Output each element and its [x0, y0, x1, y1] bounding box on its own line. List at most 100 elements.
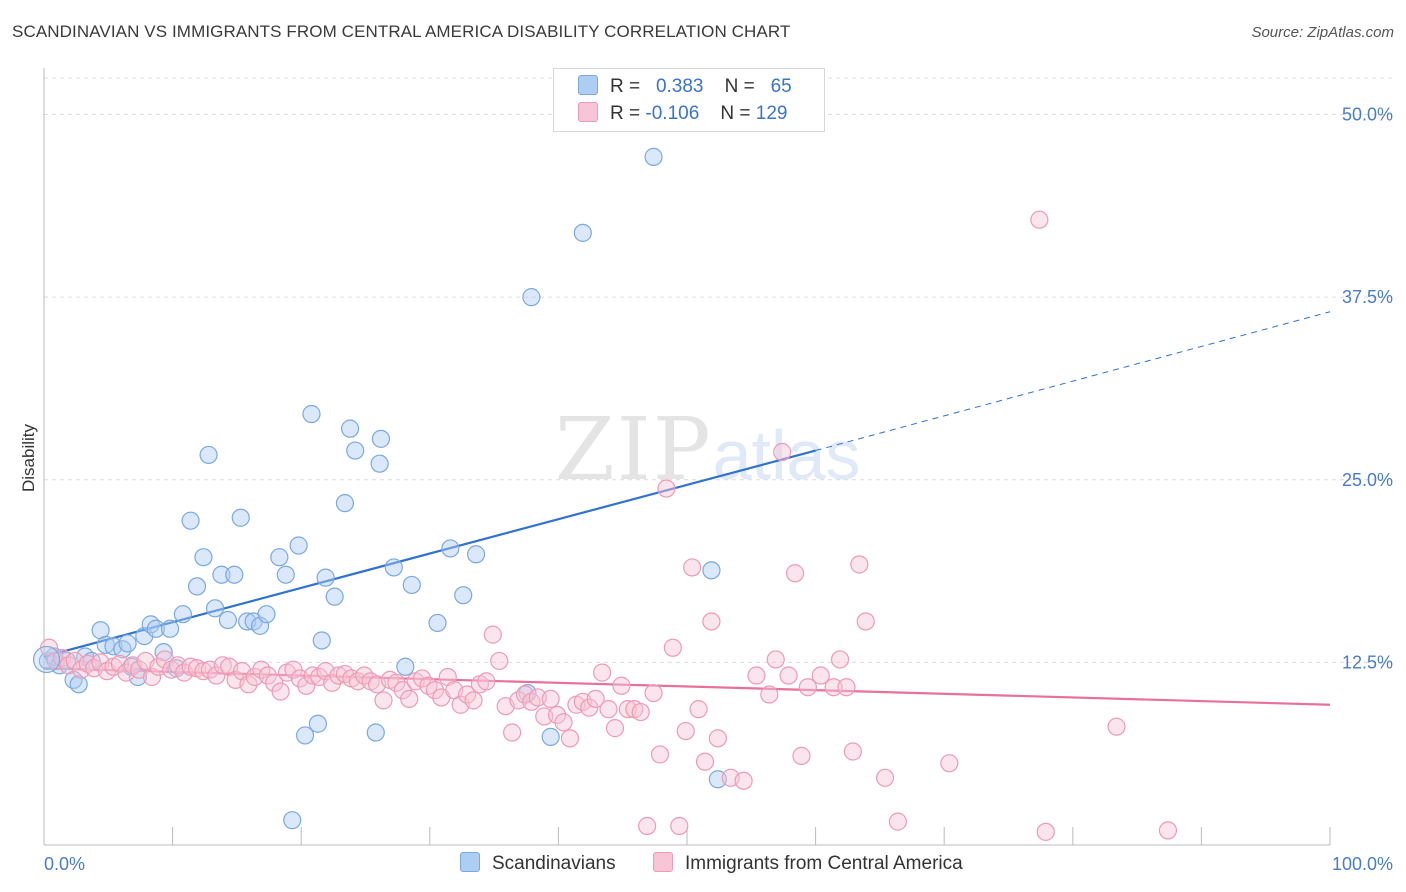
- central-america-point: [631, 702, 650, 722]
- scandinavian-point: [128, 667, 147, 687]
- scandinavian-point: [173, 605, 192, 624]
- scandinavian-point: [702, 561, 721, 580]
- series-legend: Scandinavians Immigrants from Central Am…: [0, 852, 1406, 878]
- central-america-point: [322, 673, 342, 692]
- scandinavian-point: [522, 288, 541, 307]
- central-america-point: [650, 745, 670, 764]
- axis-labels: 12.5% 25.0% 37.5% 50.0% 0.0% 100.0% Disability: [19, 105, 1393, 874]
- scandinavian-trend-extension: [815, 311, 1331, 452]
- scandinavian-point: [312, 631, 331, 650]
- central-america-point: [1107, 717, 1126, 736]
- central-america-point: [663, 638, 682, 657]
- scandinavian-point: [276, 565, 295, 584]
- x-tick-label: 0.0%: [44, 854, 85, 874]
- scandinavian-point: [160, 619, 180, 638]
- central-america-point: [785, 564, 805, 583]
- legend-r-label: R =: [610, 76, 641, 97]
- legend-row-scandinavians: R = 0.383 N = 65: [578, 75, 792, 101]
- scandinavian-point: [441, 539, 460, 558]
- central-america-point: [676, 721, 695, 741]
- scandinavian-point: [118, 634, 137, 653]
- central-america-point: [612, 676, 631, 695]
- y-tick-label: 25.0%: [1342, 470, 1393, 490]
- scandinavian-point: [194, 548, 213, 567]
- chart-title: SCANDINAVIAN VS IMMIGRANTS FROM CENTRAL …: [12, 22, 791, 41]
- axes: [43, 68, 1331, 846]
- scandinavian-trend-line: [43, 449, 816, 658]
- central-america-point: [387, 673, 406, 692]
- central-america-point: [850, 555, 869, 574]
- source-label: Source: ZipAtlas.com: [1251, 24, 1394, 41]
- central-america-trend-line: [43, 667, 1331, 706]
- central-america-point: [760, 685, 779, 704]
- scandinavian-point: [346, 441, 365, 460]
- y-tick-label: 50.0%: [1342, 105, 1393, 125]
- scandinavian-point: [454, 586, 473, 605]
- legend-swatch-scandinavians: [578, 75, 598, 95]
- central-america-point: [560, 729, 580, 748]
- central-america-point: [811, 666, 830, 685]
- scandinavian-point: [257, 605, 276, 624]
- central-america-point: [644, 683, 663, 703]
- central-america-point: [792, 746, 811, 765]
- central-america-point: [213, 656, 232, 675]
- scandinavian-point: [308, 714, 328, 733]
- central-america-point: [773, 442, 792, 462]
- scandinavian-point: [199, 445, 218, 465]
- scandinavian-point: [340, 419, 360, 438]
- central-america-point: [798, 678, 817, 697]
- central-america-point: [766, 650, 785, 669]
- central-america-point: [638, 816, 657, 836]
- stats-legend: R = 0.383 N = 65 R = -0.106 N = 129: [553, 68, 825, 132]
- central-america-point: [400, 689, 419, 709]
- central-america-point: [683, 558, 702, 577]
- central-america-point: [843, 742, 862, 761]
- scandinavian-point: [181, 511, 200, 530]
- central-america-point: [271, 682, 290, 701]
- trend-lines: [43, 311, 1331, 706]
- central-america-point: [548, 705, 567, 725]
- central-america-point: [586, 689, 605, 709]
- central-america-point: [824, 678, 843, 697]
- y-tick-label: 37.5%: [1342, 287, 1393, 307]
- central-america-point: [1030, 210, 1049, 229]
- scandinavian-point: [187, 577, 207, 596]
- watermark: ZIPatlas: [555, 400, 860, 500]
- scandinavian-point: [335, 494, 355, 513]
- scandinavian-point: [366, 723, 385, 742]
- legend-item-central-america: Immigrants from Central America: [653, 852, 963, 875]
- scandinavian-point: [295, 726, 315, 745]
- scandinavian-point: [283, 811, 302, 830]
- scandinavian-point: [541, 727, 560, 746]
- scandinavian-point: [302, 404, 321, 424]
- legend-r-label: R =: [610, 103, 641, 124]
- y-tick-label: 12.5%: [1342, 652, 1393, 672]
- scandinavian-point: [218, 610, 237, 630]
- central-america-point: [477, 672, 496, 691]
- central-america-point: [412, 669, 432, 688]
- legend-swatch-central-america: [578, 102, 598, 122]
- legend-r-value: 0.383: [655, 76, 704, 97]
- watermark-atlas: atlas: [713, 416, 861, 494]
- central-america-point: [297, 676, 316, 695]
- legend-label-central-america: Immigrants from Central America: [685, 853, 963, 874]
- central-america-point: [830, 650, 850, 669]
- legend-item-scandinavians: Scandinavians: [460, 852, 616, 875]
- central-america-point: [875, 768, 895, 787]
- central-america-point: [605, 719, 625, 738]
- scandinavian-point: [371, 429, 391, 448]
- central-america-point: [541, 689, 560, 709]
- data-points: [32, 147, 1178, 841]
- scandinavian-point: [205, 599, 225, 618]
- scandinavian-point: [644, 147, 663, 166]
- central-america-point: [503, 723, 522, 742]
- scandinavian-point: [402, 575, 421, 595]
- legend-swatch-scandinavians: [460, 852, 480, 872]
- central-america-point: [593, 663, 612, 682]
- gridlines: [44, 77, 1395, 663]
- central-america-point: [747, 666, 766, 685]
- scandinavian-point: [113, 640, 132, 659]
- central-america-point: [779, 666, 798, 685]
- scandinavian-point: [428, 613, 447, 633]
